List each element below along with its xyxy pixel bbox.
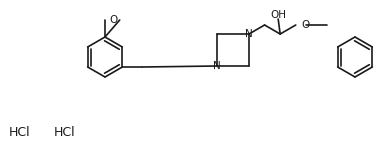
Text: OH: OH xyxy=(270,10,286,20)
Text: HCl: HCl xyxy=(9,126,31,139)
Text: N: N xyxy=(213,61,221,71)
Text: N: N xyxy=(245,29,253,39)
Text: O: O xyxy=(109,15,117,25)
Text: HCl: HCl xyxy=(54,126,76,139)
Text: O: O xyxy=(302,20,310,30)
